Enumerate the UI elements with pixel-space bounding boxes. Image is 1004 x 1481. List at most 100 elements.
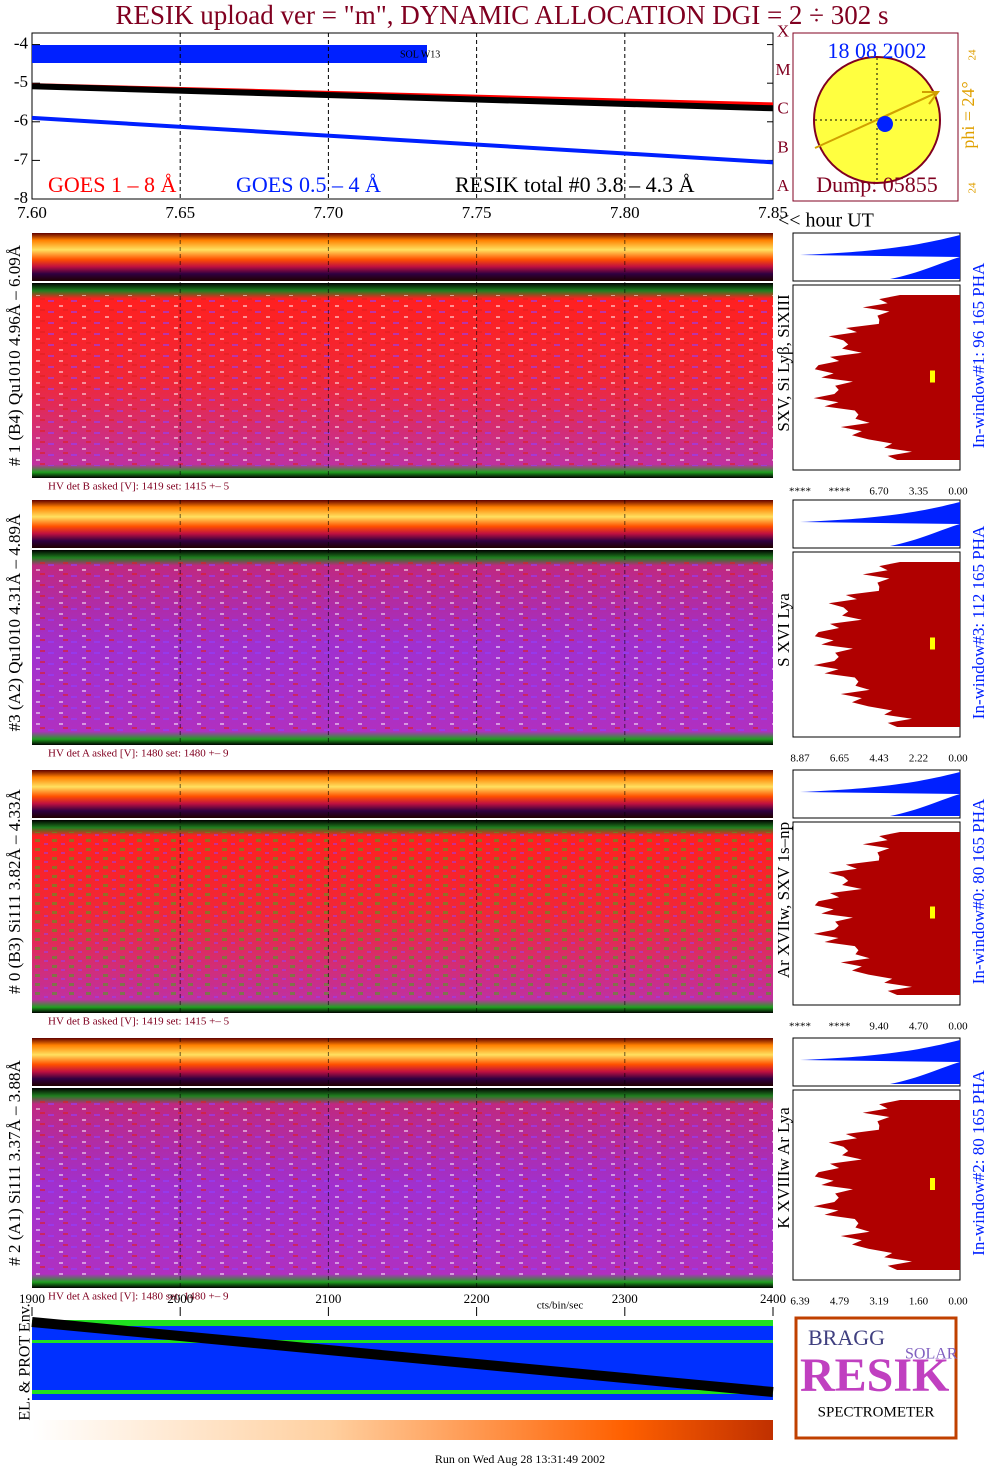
sun-arrow [922,91,940,105]
pha-histogram [813,295,960,460]
line-label: Ar XVIIw, SXV 1s–np [774,822,793,978]
sun-arrow [876,91,939,121]
pha-marker [930,906,935,919]
pha-tick-label: 6.70 [869,486,889,498]
class-label: X [777,21,789,40]
logo-frame [794,1316,958,1440]
sun-frame [792,32,959,202]
spectrum-strip [32,233,773,281]
pha-tick-label: 4.43 [869,753,889,765]
x-axis-label: << hour UT [778,210,874,232]
sun-panel: 18 08 2002 Dump: 05855 phi = 24° 24 24 [792,32,979,202]
hv-label: HV det B asked [V]: 1419 set: 1415 +– 5 [48,481,230,493]
pha-tick-label: 0.00 [948,1021,968,1033]
pha-tick-label: 0.00 [948,1296,968,1308]
window-label: In-window#3: 112 165 PHA [969,525,988,719]
y-tick-label: -4 [14,33,29,52]
time-tick-label: 1900 [19,1291,45,1306]
detector-label: # 1 (B4) Qu1010 4.96Å – 6.09Å [5,244,24,466]
dump: Dump: 05855 [816,172,938,197]
pha-tick-label: 3.19 [869,1296,889,1308]
pha-small [800,772,960,816]
x-tick-label: 7.85 [758,203,788,222]
pha-tick-label: 1.60 [909,1296,929,1308]
pha-marker [930,637,935,650]
pha-tick-label: **** [789,1021,811,1033]
line-label: K XVIIIw Ar Lya [774,1107,793,1229]
env-band [32,1390,773,1394]
y-tick-label: -5 [14,72,28,91]
line [31,83,774,112]
pha-small [800,502,960,546]
x-tick-label: 7.65 [165,203,195,222]
annotation-bar [32,45,427,63]
x-tick-label: 7.80 [610,203,640,222]
time-tick-label: 2000 [167,1291,193,1306]
line-label: S XVI Lya [774,593,793,667]
spectrum-strip [32,770,773,818]
hv-label: HV det A asked [V]: 1480 set: 1480 +– 9 [48,1291,229,1303]
pha-tick-label: 6.65 [830,753,850,765]
x-tick-label: 7.70 [314,203,344,222]
env-band [32,1340,773,1343]
pha-tick-label: **** [789,486,811,498]
x-tick-label: 7.60 [17,203,47,222]
pha-histogram [813,832,960,995]
class-label: B [777,137,788,156]
legend-entry: RESIK total #0 3.8 – 4.3 Å [455,172,695,197]
time-tick-label: 2300 [612,1291,638,1306]
pha-tick-label: **** [829,486,851,498]
pha-tick-label: 0.00 [948,753,968,765]
pha-tick-label: 8.87 [790,753,810,765]
pha-small [800,1040,960,1084]
logo-bragg: BRAGG [808,1325,885,1350]
spectrogram-texture [32,562,773,733]
spectrogram-texture [32,1100,773,1276]
plot-frame [31,32,774,200]
pha-tick-label: 6.39 [790,1296,810,1308]
pha-histogram [813,562,960,727]
phi-top: 24 [967,49,979,61]
window-label: In-window#1: 96 165 PHA [969,262,988,448]
y-tick-label: -6 [14,111,28,130]
time-tick-label: 2200 [464,1291,490,1306]
legend-entry: GOES 1 – 8 Å [48,172,176,197]
detector-label: # 2 (A1) Si111 3.37Å – 3.88Å [5,1059,24,1265]
x-tick-label: 7.75 [462,203,492,222]
pha-tick-label: 2.22 [909,753,928,765]
detector-label: # 0 (B3) Si111 3.82Å – 4.33Å [5,788,24,993]
pha-tick-label: 9.40 [869,1021,889,1033]
footer: Run on Wed Aug 28 13:31:49 2002 [435,1452,605,1466]
hv-label: HV det B asked [V]: 1419 set: 1415 +– 5 [48,1016,230,1028]
time-tick-label: 2400 [760,1291,786,1306]
pha-tick-label: **** [829,1021,851,1033]
pha-tick-label: 4.79 [830,1296,850,1308]
pha-marker [930,370,935,383]
line [31,115,774,165]
env-trace [31,1317,774,1397]
pha-tick-label: 3.35 [909,486,929,498]
color-bar [32,1420,773,1440]
pha-small [800,235,960,279]
legend-entry: GOES 0.5 – 4 Å [236,172,381,197]
detector-label: #3 (A2) Qu1010 4.31Å – 4.89Å [5,513,24,731]
sun-date: 18 08 2002 [828,38,927,63]
sun-position [877,116,893,132]
time-tick-label: 2100 [315,1291,341,1306]
env-band [32,1320,773,1326]
env-label: EL. & PROT Env. [17,1303,34,1420]
spectrogram-texture [32,832,773,1001]
window-label: In-window#2: 80 165 PHA [969,1069,988,1255]
logo: BRAGG RESIK SOLAR SPECTROMETER [794,1316,958,1440]
pha-marker [930,1178,935,1190]
spectrogram-texture [32,295,773,466]
pha-histogram [813,1100,960,1270]
annotation: SOL W13 [400,49,440,60]
hv-label: HV det A asked [V]: 1480 set: 1480 +– 9 [48,748,229,760]
phi: phi = 24° [958,81,978,148]
spectrum-strip [32,1038,773,1086]
y-tick-label: -8 [14,188,28,207]
title: RESIK upload ver = "m", DYNAMIC ALLOCATI… [115,0,888,30]
pha-tick-label: 0.00 [948,486,968,498]
